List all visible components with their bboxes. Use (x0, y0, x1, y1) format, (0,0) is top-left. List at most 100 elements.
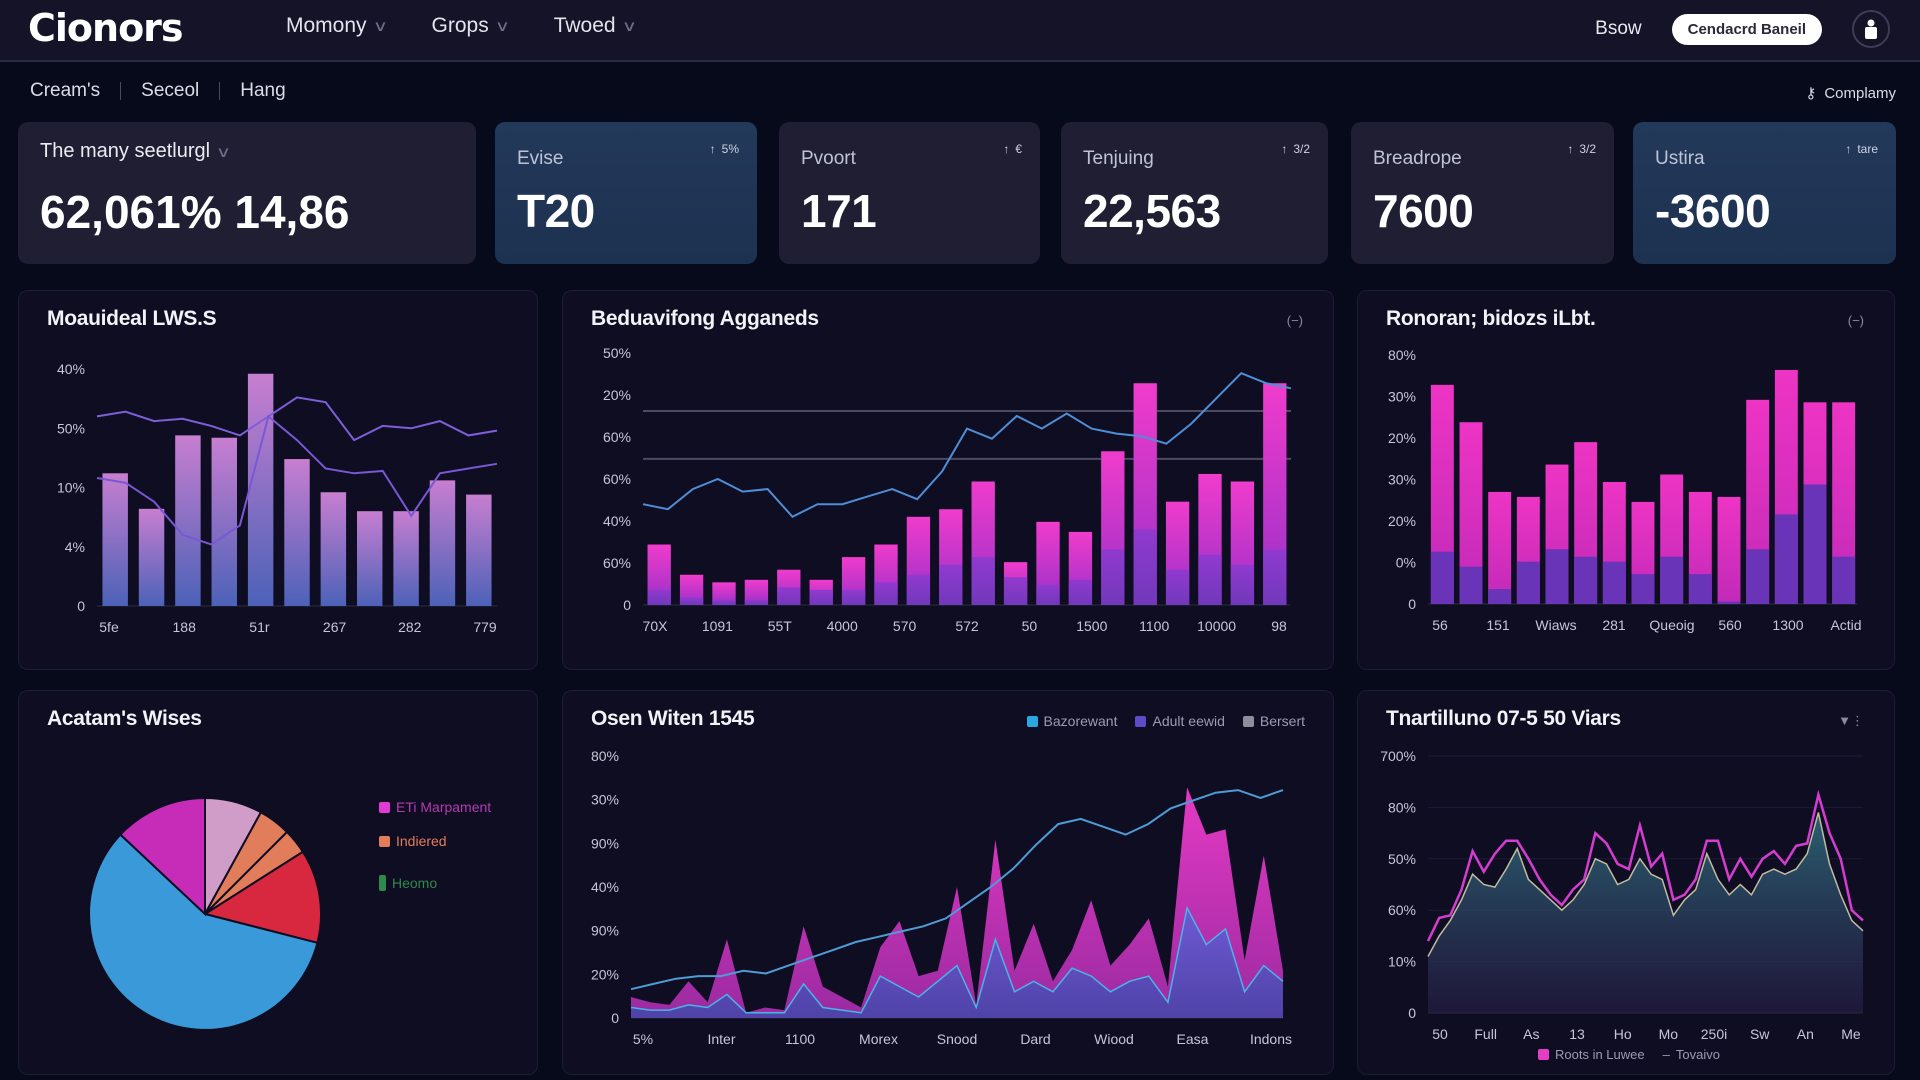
bar-segment-lower (1036, 584, 1060, 605)
nav-item-grops[interactable]: Grops ∨ (432, 14, 510, 38)
y-tick-label: 20% (1388, 430, 1416, 446)
x-tick-label: Ho (1614, 1026, 1632, 1042)
bar (175, 435, 201, 606)
breadcrumb: Cream's Seceol Hang (30, 80, 286, 102)
y-tick-label: 80% (591, 748, 619, 764)
bar (466, 494, 492, 606)
bar-segment-lower (1602, 561, 1626, 604)
legend-swatch (1135, 715, 1147, 727)
y-tick-label: 0 (611, 1010, 619, 1026)
bar-segment-lower (1101, 549, 1125, 605)
y-tick-label: 20% (603, 387, 631, 403)
bar (429, 480, 456, 606)
legend-swatch (379, 835, 390, 847)
stacked-bar-chart: 0 60% 40% 60% 60% 20% 50% 70X 1091 55T 4000 570 572 5… (603, 345, 1292, 634)
kpi-value: 171 (801, 185, 877, 237)
panel-title: Moauideal LWS.S (47, 307, 217, 330)
legend-item[interactable]: – Tovaivo (1662, 1047, 1720, 1062)
x-tick-label: 1500 (1076, 618, 1107, 634)
bar (357, 511, 383, 606)
series-line (96, 396, 498, 442)
breadcrumb-item[interactable]: Seceol (141, 80, 200, 101)
x-tick-label: 779 (473, 619, 497, 635)
y-tick-label: 4% (65, 539, 85, 555)
breadcrumb-item[interactable]: Hang (240, 80, 286, 101)
legend-item[interactable]: Adult eewid (1135, 713, 1225, 729)
nav-item-momony[interactable]: Momony ∨ (286, 14, 388, 38)
chevron-down-icon: ∨ (621, 18, 637, 35)
y-tick-label: 90% (591, 835, 619, 851)
stacked-bar-chart: 0 0% 20% 30% 20% 30% 80% 56 151 Wiaws 281 Queoig 560… (1388, 347, 1862, 633)
kpi-label: Breadrope (1373, 148, 1462, 169)
legend-item[interactable]: Bersert (1242, 713, 1305, 729)
arrow-up-icon: ↑ (1845, 142, 1852, 156)
panel-options-icon[interactable]: (−) (1847, 313, 1864, 328)
bar-segment-lower (777, 587, 801, 605)
bar-segment-lower (647, 589, 671, 605)
kpi-label: Pvoort (801, 148, 856, 169)
bar-segment-lower (939, 564, 963, 605)
bar (211, 437, 237, 606)
chart-legend: Roots in Luwee – Tovaivo (1538, 1047, 1720, 1062)
bar-segment-lower (874, 582, 898, 605)
legend-swatch (379, 875, 386, 891)
legend-item[interactable]: Bazorewant (1026, 713, 1117, 729)
bar-segment-lower (906, 574, 931, 605)
kpi-card: ↑ 5% Evise T20 (495, 122, 757, 264)
y-tick-label: 90% (591, 923, 619, 939)
user-avatar[interactable] (1852, 10, 1890, 48)
bar-segment-lower (841, 589, 866, 605)
chevron-down-icon: ∨ (494, 18, 510, 35)
x-tick-label: 572 (955, 618, 979, 634)
x-tick-label: Easa (1177, 1031, 1209, 1047)
bar (744, 579, 769, 605)
bar-segment-lower (1133, 529, 1157, 605)
legend-item[interactable]: Roots in Luwee (1538, 1047, 1645, 1062)
area-line-chart: 0 10% 60% 50% 80% 700% 50 Full As 13 Ho Mo 250i Sw An M… (1380, 748, 1864, 1042)
bar-segment-lower (679, 597, 704, 605)
x-tick-label: 1100 (785, 1031, 815, 1047)
x-tick-label: Full (1474, 1026, 1497, 1042)
series-line (1427, 812, 1864, 957)
x-tick-label: 267 (323, 619, 347, 635)
legend-item[interactable]: ETi Marpament (379, 799, 491, 815)
panel-options-icon[interactable]: ▼⋮ (1838, 713, 1864, 728)
pie-slice (88, 833, 319, 1031)
bar-segment-lower (1803, 484, 1827, 604)
bar-segment-lower (744, 599, 769, 605)
panel-title: Osen Witen 1545 (591, 707, 755, 730)
company-link[interactable]: ⚷ Complamy (1805, 84, 1896, 103)
app-logo[interactable]: Cionors (28, 6, 184, 50)
bar-segment-lower (1688, 574, 1712, 604)
panel-options-icon[interactable]: (−) (1286, 313, 1303, 328)
x-tick-label: 51r (249, 619, 270, 635)
summary-selector[interactable]: The many seetlurgl ∨ (40, 140, 454, 163)
person-icon: ⚷ (1805, 85, 1817, 102)
nav-item-twoed[interactable]: Twoed ∨ (554, 14, 637, 38)
x-tick-label: 188 (173, 619, 197, 635)
kpi-value: T20 (517, 185, 595, 237)
legend-swatch (1242, 715, 1254, 727)
legend-item[interactable]: Heomo (379, 875, 491, 891)
y-tick-label: 0 (623, 597, 631, 613)
legend-item[interactable]: Indiered (379, 833, 491, 849)
kpi-value: -3600 (1655, 185, 1771, 237)
bar-line-chart: 0 4% 10% 50% 40% 5fe 188 51r 267 282 779 (57, 361, 498, 635)
area-series-purple (631, 908, 1283, 1018)
x-tick-label: 570 (893, 618, 917, 634)
x-tick-label: 55T (768, 618, 793, 634)
x-tick-label: Dard (1020, 1031, 1050, 1047)
primary-action-button[interactable]: Cendacrd Baneil (1671, 13, 1822, 45)
bar (712, 582, 736, 605)
series-line (630, 905, 1284, 1014)
kpi-label: Evise (517, 148, 564, 169)
y-tick-label: 20% (1388, 513, 1416, 529)
breadcrumb-item[interactable]: Cream's (30, 80, 101, 101)
breadcrumb-separator (219, 82, 221, 100)
top-link[interactable]: Bsow (1595, 18, 1642, 39)
bar-segment-lower (1263, 549, 1287, 605)
x-tick-label: Snood (937, 1031, 977, 1047)
bar-segment-lower (1631, 574, 1655, 604)
panel-title: Tnartilluno 07-5 50 Viars (1386, 707, 1621, 730)
x-tick-label: 10000 (1197, 618, 1236, 634)
